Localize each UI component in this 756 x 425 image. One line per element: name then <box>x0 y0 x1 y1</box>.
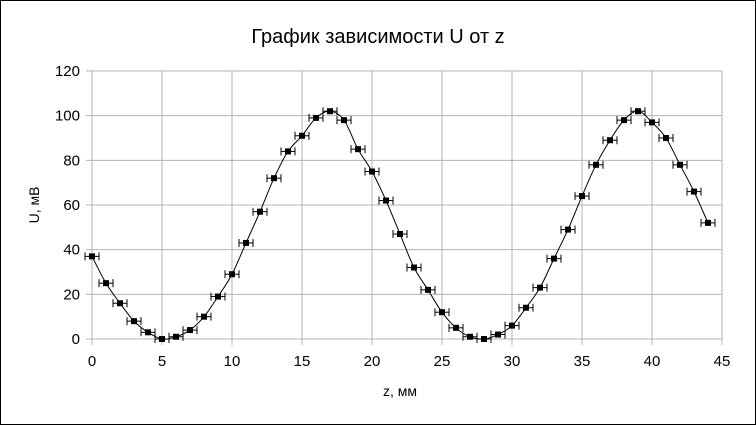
data-point <box>537 284 543 291</box>
y-tick-label: 40 <box>63 242 80 259</box>
data-point <box>327 108 333 115</box>
data-point <box>103 280 109 287</box>
data-point <box>495 331 501 338</box>
data-point <box>215 293 221 300</box>
data-point <box>313 114 319 121</box>
data-point <box>145 329 151 336</box>
data-point <box>649 119 655 126</box>
x-tick-label: 40 <box>644 353 661 370</box>
x-tick-label: 30 <box>504 353 521 370</box>
y-tick-label: 60 <box>63 197 80 214</box>
y-tick-label: 80 <box>63 152 80 169</box>
data-point <box>677 161 683 168</box>
data-point <box>229 271 235 278</box>
x-tick-label: 35 <box>574 353 591 370</box>
data-point <box>341 117 347 124</box>
data-point <box>523 304 529 311</box>
series-curve <box>91 110 709 340</box>
data-point <box>467 333 473 340</box>
data-point <box>579 193 585 200</box>
x-tick-label: 25 <box>434 353 451 370</box>
x-axis-ticks: 0 5 10 15 20 25 30 35 40 45 <box>88 339 731 370</box>
y-tick-label: 0 <box>72 331 80 348</box>
data-point <box>271 175 277 182</box>
x-axis-label: z, мм <box>383 383 417 399</box>
x-tick-label: 15 <box>294 353 311 370</box>
data-point <box>89 253 95 260</box>
data-point <box>411 264 417 271</box>
data-point <box>117 300 123 307</box>
data-point <box>663 135 669 141</box>
data-point <box>159 336 165 342</box>
data-point <box>439 309 445 316</box>
y-axis-ticks: 0 20 40 60 80 100 120 <box>55 63 92 348</box>
data-point <box>369 168 375 175</box>
x-tick-label: 5 <box>158 353 166 370</box>
data-point <box>201 313 207 320</box>
data-point <box>131 318 137 325</box>
x-tick-label: 45 <box>714 353 731 370</box>
data-point <box>383 197 389 204</box>
data-point <box>607 137 613 144</box>
y-tick-label: 120 <box>55 63 80 80</box>
data-point <box>397 231 403 238</box>
data-point <box>565 226 571 233</box>
x-tick-label: 20 <box>364 353 381 370</box>
data-point <box>635 108 641 115</box>
data-point <box>453 324 459 331</box>
data-point <box>509 322 515 329</box>
y-tick-label: 20 <box>63 286 80 303</box>
data-point <box>481 336 487 342</box>
data-point <box>593 161 599 168</box>
grid <box>91 70 723 340</box>
data-point <box>621 117 627 124</box>
y-axis-label: U, мВ <box>26 187 42 224</box>
data-point <box>299 132 305 139</box>
data-point <box>173 333 179 340</box>
chart-title: График зависимости U от z <box>251 26 504 48</box>
data-point <box>243 239 249 246</box>
data-point <box>285 148 291 155</box>
data-point <box>691 188 697 195</box>
x-tick-label: 10 <box>224 353 241 370</box>
data-point <box>257 208 263 215</box>
data-point <box>425 286 431 293</box>
data-points <box>84 107 716 343</box>
data-point <box>355 146 361 153</box>
data-point <box>705 219 711 226</box>
data-point <box>187 327 193 334</box>
y-tick-label: 100 <box>55 108 80 125</box>
x-tick-label: 0 <box>88 353 96 370</box>
data-point <box>551 255 557 262</box>
